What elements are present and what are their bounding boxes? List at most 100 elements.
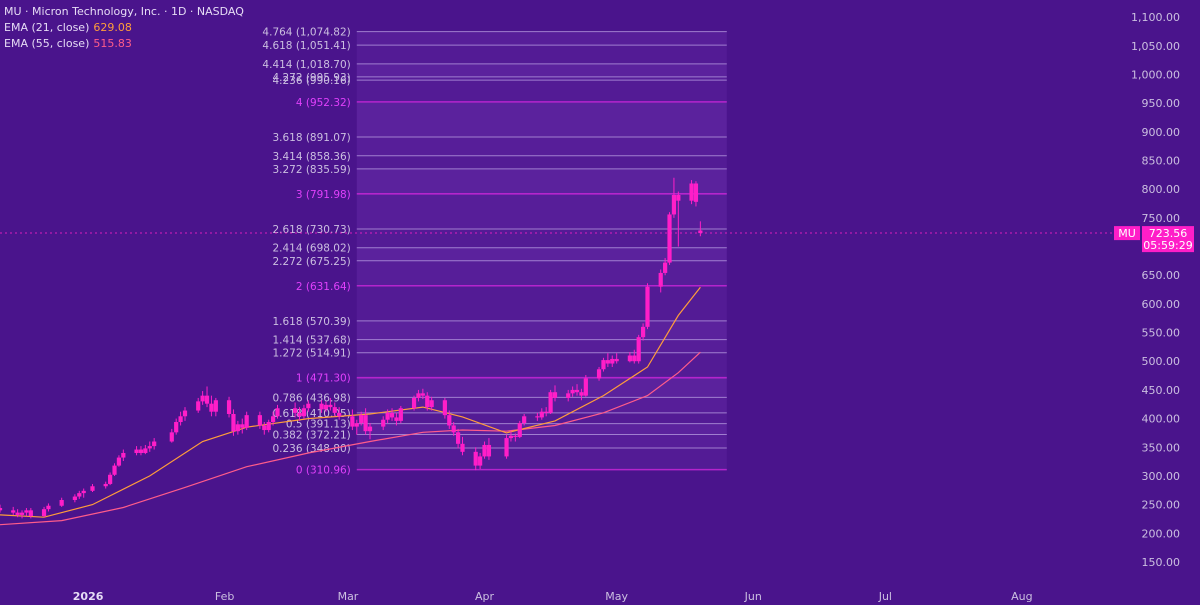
candle-body — [103, 483, 108, 487]
y-tick-label: 500.00 — [1142, 355, 1181, 368]
candle-body — [389, 412, 395, 418]
candle-body — [671, 194, 677, 215]
y-tick-label: 900.00 — [1142, 126, 1181, 139]
ema-lines-group — [0, 286, 701, 526]
candle-body — [72, 496, 77, 501]
candle-body — [350, 416, 355, 427]
candle-body — [636, 337, 641, 362]
candle-body — [429, 400, 434, 408]
candle-body — [473, 451, 478, 466]
candle-body — [174, 422, 179, 433]
price-axis[interactable]: 150.00 200.00 250.00 300.00 350.00 400.00 450.… — [1131, 11, 1180, 569]
candle-body — [663, 262, 668, 273]
candle-body — [297, 412, 302, 417]
fib-level-label: 1.272 (514.91) — [272, 348, 350, 360]
candle-body — [354, 423, 359, 427]
candle-body — [574, 389, 580, 393]
candle-body — [513, 435, 518, 437]
candle-body — [0, 508, 3, 511]
candle-body — [420, 393, 425, 396]
candle-body — [482, 444, 487, 457]
y-tick-label: 1,050.00 — [1131, 40, 1180, 53]
y-tick-label: 550.00 — [1142, 327, 1181, 340]
candle-body — [367, 426, 373, 432]
candle-body — [41, 509, 47, 517]
fib-zone-band — [356, 168, 727, 194]
fib-level-label: 0.786 (436.98) — [272, 392, 350, 404]
fib-level-label: 2.414 (698.02) — [272, 243, 350, 255]
candle-body — [645, 286, 650, 327]
fib-level-label: 4.272 (995.93) — [272, 72, 350, 84]
candle-body — [19, 512, 25, 515]
candle-body — [112, 465, 117, 475]
candle-body — [605, 360, 610, 364]
fib-level-label: 4.414 (1,018.70) — [262, 59, 350, 71]
candle-body — [59, 500, 64, 506]
candle-body — [200, 395, 205, 402]
legend-ema55-value: 515.83 — [93, 37, 132, 50]
legend-ema21-label: EMA (21, close) — [4, 21, 90, 34]
candle-body — [508, 435, 514, 439]
fib-zone-band — [356, 447, 727, 470]
candle-body — [11, 510, 16, 513]
y-tick-label: 600.00 — [1142, 298, 1181, 311]
x-tick-label: 2026 — [73, 590, 104, 603]
candle-body — [235, 424, 240, 432]
x-tick-label: Apr — [475, 590, 495, 603]
candle-body — [548, 392, 553, 413]
price-tag-countdown: 05:59:29 — [1143, 239, 1192, 252]
price-tag-symbol: MU — [1118, 227, 1136, 240]
price-tag-price: 723.56 — [1149, 227, 1188, 240]
candle-body — [196, 401, 201, 411]
legend-ema55[interactable]: EMA (55, close) 515.83 — [4, 36, 244, 52]
candle-body — [385, 412, 390, 420]
x-tick-label: Jun — [744, 590, 762, 603]
candle-body — [306, 403, 311, 409]
ema55-line — [0, 351, 701, 526]
candle-body — [504, 438, 509, 457]
candle-body — [411, 397, 417, 409]
candle-body — [442, 400, 447, 416]
candle-body — [614, 358, 619, 362]
candle-body — [257, 415, 262, 426]
y-tick-label: 1,100.00 — [1131, 11, 1180, 24]
candle-body — [610, 358, 615, 364]
legend-symbol-line[interactable]: MU · Micron Technology, Inc. · 1D · NASD… — [4, 5, 244, 18]
fib-level-label: 3.618 (891.07) — [272, 132, 350, 144]
candle-body — [667, 214, 672, 263]
candle-body — [460, 443, 465, 452]
legend-ema21[interactable]: EMA (21, close) 629.08 — [4, 20, 244, 36]
candle-body — [81, 490, 86, 494]
candle-body — [244, 415, 249, 428]
fib-level-label: 0.382 (372.21) — [272, 430, 350, 442]
time-axis[interactable]: 2026 Feb Mar Apr May Jun Jul Aug — [73, 590, 1033, 603]
legend-ema21-value: 629.08 — [93, 21, 132, 34]
candle-body — [143, 448, 148, 453]
y-tick-label: 1,000.00 — [1131, 69, 1180, 82]
candle-body — [596, 369, 602, 379]
fib-level-label: 0 (310.96) — [296, 465, 351, 477]
candle-body — [332, 407, 337, 413]
fib-level-label: 3.414 (858.36) — [272, 151, 350, 163]
fib-level-label: 1.618 (570.39) — [272, 316, 350, 328]
candle-body — [182, 410, 188, 417]
fib-levels-group: 0 (310.96)0.236 (348.80)0.382 (372.21)0.… — [262, 27, 727, 477]
fib-zone-band — [356, 31, 727, 46]
fib-zone-band — [356, 63, 727, 77]
fib-zone-band — [356, 80, 727, 102]
candle-body — [522, 416, 527, 424]
candle-body — [535, 416, 540, 418]
candle-body — [77, 493, 82, 497]
x-tick-label: Jul — [878, 590, 892, 603]
candle-body — [319, 403, 324, 410]
fib-level-label: 2 (631.64) — [296, 281, 351, 293]
fib-zone-band — [356, 339, 727, 353]
fib-zone-band — [356, 377, 727, 398]
fib-level-label: 2.272 (675.25) — [272, 256, 350, 268]
candle-body — [451, 425, 456, 433]
candle-body — [517, 423, 522, 437]
y-tick-label: 350.00 — [1142, 441, 1181, 454]
candle-body — [24, 510, 29, 513]
